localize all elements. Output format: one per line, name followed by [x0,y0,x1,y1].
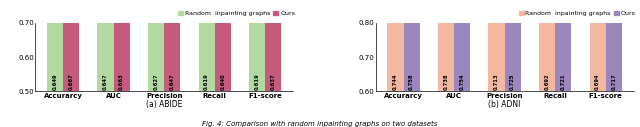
Text: 0.640: 0.640 [220,74,225,90]
Bar [539,0,555,91]
Bar [249,0,265,91]
Text: 0.619: 0.619 [204,74,209,90]
X-axis label: (b) ADNI: (b) ADNI [488,100,521,109]
Bar [47,0,63,91]
Legend: Random  inpainting graphs, Ours: Random inpainting graphs, Ours [518,11,636,16]
Bar [63,0,79,91]
Text: 0.663: 0.663 [119,74,124,90]
Bar [164,0,180,91]
Text: 0.692: 0.692 [545,74,550,90]
Bar [605,0,622,91]
Text: 0.627: 0.627 [154,74,159,90]
Bar [589,0,605,91]
Bar [387,0,404,91]
Bar [404,0,420,91]
Text: 0.649: 0.649 [52,74,58,90]
Text: 0.738: 0.738 [444,74,449,90]
X-axis label: (a) ABIDE: (a) ABIDE [146,100,182,109]
Bar [438,0,454,91]
Bar [555,0,572,91]
Text: 0.754: 0.754 [460,74,465,90]
Text: 0.647: 0.647 [103,74,108,90]
Bar [114,0,130,91]
Bar [214,0,231,91]
Text: 0.744: 0.744 [393,74,398,90]
Text: 0.758: 0.758 [409,74,414,90]
Text: 0.725: 0.725 [510,74,515,90]
Bar [97,0,114,91]
Text: 0.647: 0.647 [170,74,175,90]
Bar [265,0,282,91]
Bar [488,0,504,91]
Text: 0.713: 0.713 [494,74,499,90]
Text: Fig. 4: Comparison with random inpainting graphs on two datasets: Fig. 4: Comparison with random inpaintin… [202,121,438,127]
Text: 0.619: 0.619 [255,74,260,90]
Text: 0.637: 0.637 [271,74,276,90]
Bar [504,0,521,91]
Bar [454,0,470,91]
Bar [198,0,214,91]
Text: 0.721: 0.721 [561,74,566,90]
Bar [148,0,164,91]
Legend: Random  inpainting graphs, Ours: Random inpainting graphs, Ours [178,11,295,16]
Text: 0.694: 0.694 [595,74,600,90]
Text: 0.667: 0.667 [68,74,74,90]
Text: 0.717: 0.717 [611,74,616,90]
